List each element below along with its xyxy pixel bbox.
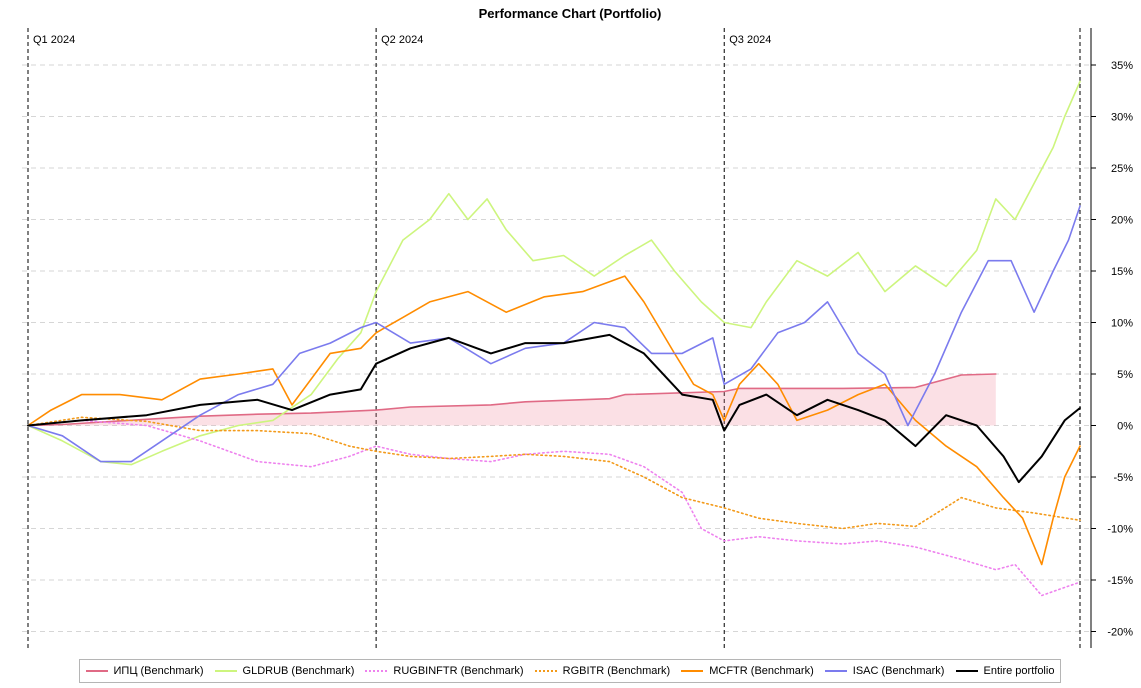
- y-axis: 35% 30% 25% 20% 15% 10% 5% 0% -5% -10% -15% -20%: [1090, 28, 1133, 648]
- series-line-0: [27, 373, 997, 427]
- series-line-6: [27, 333, 1081, 484]
- legend-swatch: [214, 670, 237, 672]
- quarter-markers: Q1 2024 Q2 2024 Q3 2024: [27, 28, 1081, 648]
- y-tick-label: -10%: [1107, 524, 1133, 536]
- legend-item[interactable]: GLDRUB (Benchmark): [214, 665, 355, 677]
- legend-swatch: [365, 670, 388, 672]
- legend-swatch: [681, 670, 704, 672]
- legend-label: RUGBINFTR (Benchmark): [393, 665, 524, 677]
- y-tick-label: 5%: [1117, 369, 1133, 381]
- y-tick-label: 0%: [1117, 421, 1133, 433]
- quarter-label: Q2 2024: [381, 34, 423, 46]
- legend-label: RGBITR (Benchmark): [562, 665, 671, 677]
- legend-item[interactable]: MCFTR (Benchmark): [681, 665, 814, 677]
- legend-label: ISAC (Benchmark): [852, 665, 945, 677]
- y-tick-label: 10%: [1111, 318, 1133, 330]
- legend-swatch: [824, 670, 847, 672]
- legend-item[interactable]: Entire portfolio: [955, 665, 1055, 677]
- legend-item[interactable]: ИПЦ (Benchmark): [85, 665, 204, 677]
- quarter-label: Q3 2024: [729, 34, 771, 46]
- y-tick-label: 35%: [1111, 60, 1133, 72]
- y-tick-label: 30%: [1111, 112, 1133, 124]
- legend-label: ИПЦ (Benchmark): [113, 665, 204, 677]
- legend-label: GLDRUB (Benchmark): [242, 665, 355, 677]
- series-line-3: [27, 416, 1081, 530]
- y-tick-label: -15%: [1107, 575, 1133, 587]
- y-tick-label: 20%: [1111, 215, 1133, 227]
- fill-layer: [28, 374, 996, 426]
- y-tick-label: 25%: [1111, 163, 1133, 175]
- grid-lines: [22, 64, 1091, 632]
- legend-label: MCFTR (Benchmark): [709, 665, 814, 677]
- series-line-2: [27, 419, 1081, 597]
- legend-item[interactable]: ISAC (Benchmark): [824, 665, 945, 677]
- legend-swatch: [85, 670, 108, 672]
- legend-swatch: [955, 670, 978, 672]
- series-fill-ipc: [28, 374, 996, 426]
- quarter-label: Q1 2024: [33, 34, 75, 46]
- y-tick-label: 15%: [1111, 266, 1133, 278]
- series-line-5: [27, 205, 1081, 463]
- legend-item[interactable]: RGBITR (Benchmark): [534, 665, 671, 677]
- chart-title: Performance Chart (Portfolio): [479, 6, 662, 21]
- series-layer: [27, 80, 1081, 597]
- y-tick-label: -20%: [1107, 627, 1133, 639]
- legend: ИПЦ (Benchmark) GLDRUB (Benchmark) RUGBINF…: [79, 659, 1061, 683]
- legend-item[interactable]: RUGBINFTR (Benchmark): [365, 665, 524, 677]
- legend-label: Entire portfolio: [983, 665, 1055, 677]
- series-line-1: [27, 80, 1081, 466]
- legend-swatch: [534, 670, 557, 672]
- series-line-4: [27, 275, 1081, 566]
- y-tick-label: -5%: [1113, 472, 1133, 484]
